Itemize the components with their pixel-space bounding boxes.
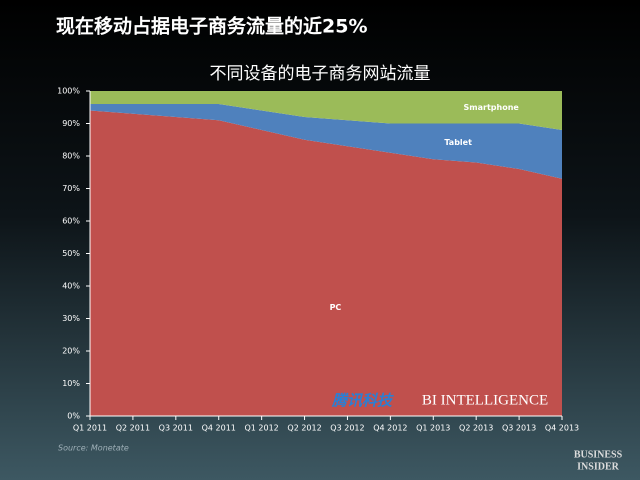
x-tick-label: Q1 2012 [244,424,278,433]
series-label: PC [330,303,342,312]
chart-title: 不同设备的电子商务网站流量 [210,64,431,84]
area [90,104,562,179]
y-tick-label: 20% [62,347,80,356]
y-tick-label: 50% [62,249,80,258]
x-tick-label: Q4 2013 [545,424,579,433]
x-tick-label: Q1 2013 [416,424,450,433]
x-tick-label: Q1 2011 [73,424,107,433]
area [90,110,562,416]
series-label: Tablet [444,138,472,147]
y-tick-label: 80% [62,152,80,161]
x-tick-label: Q2 2011 [116,424,150,433]
brand: BUSINESS [574,449,623,460]
brand: INSIDER [577,461,619,472]
headline: 现在移动占据电子商务流量的近25% [56,15,367,38]
watermark: BI INTELLIGENCE [422,392,548,408]
x-tick-label: Q3 2013 [502,424,536,433]
watermark: 腾讯科技 [331,392,394,410]
area [90,91,562,130]
series-label: Smartphone [464,103,520,112]
x-tick-label: Q4 2012 [373,424,407,433]
plot: PC Tablet Smartphone 0% 10% 20% 30% 40% 50% 60% 70… [57,87,579,433]
y-tick-label: 0% [67,412,80,421]
y-tick-label: 10% [62,379,80,388]
x-tick-label: Q2 2013 [459,424,493,433]
y-tick-label: 60% [62,217,80,226]
x-tick-label: Q3 2012 [330,424,364,433]
y-tick-label: 100% [57,87,80,96]
x-tick-label: Q3 2011 [159,424,193,433]
source: Source: Monetate [58,444,129,453]
y-tick-label: 40% [62,282,80,291]
x-tick-label: Q4 2011 [202,424,236,433]
y-tick-label: 30% [62,314,80,323]
x-tick-label: Q2 2012 [287,424,321,433]
y-tick-label: 90% [62,119,80,128]
y-tick-label: 70% [62,184,80,193]
